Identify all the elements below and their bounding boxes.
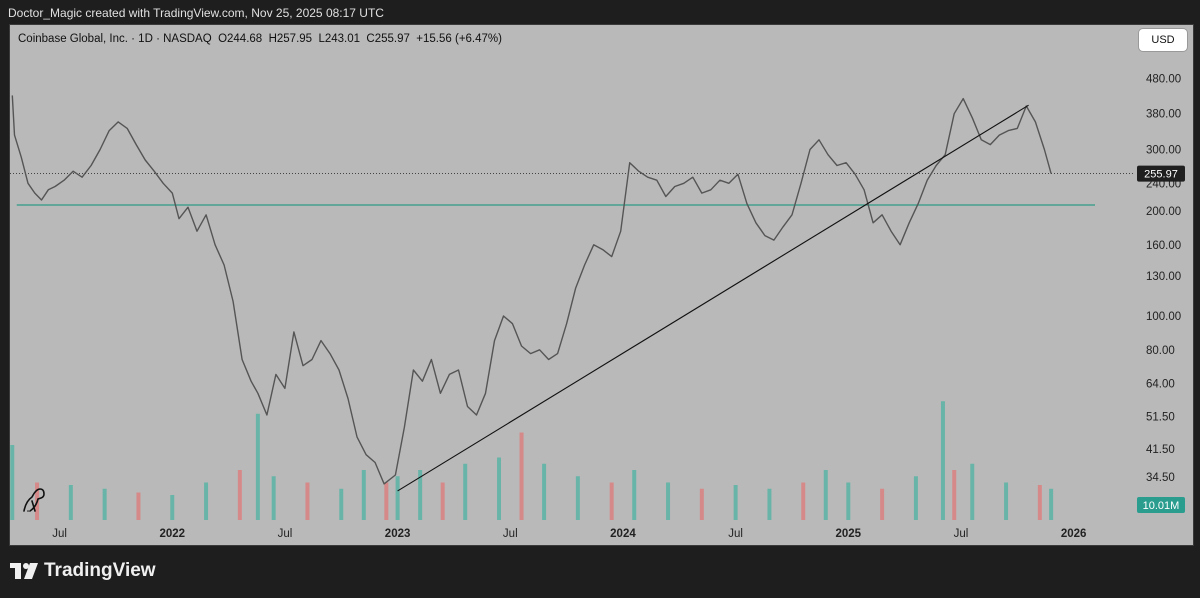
replay-dinosaur-icon[interactable]: [23, 488, 45, 512]
volume-bar: [632, 470, 637, 520]
volume-badge-label: 10.01M: [1143, 500, 1180, 512]
volume-bar: [384, 482, 389, 520]
volume-bars: [10, 401, 1054, 520]
price-badge-label: 255.97: [1144, 169, 1178, 181]
volume-bar: [542, 463, 547, 520]
y-tick-label: 200.00: [1146, 206, 1181, 218]
x-tick-label: Jul: [52, 528, 67, 540]
volume-bar: [609, 482, 614, 520]
volume-bar: [463, 463, 468, 520]
volume-bar: [846, 482, 851, 520]
volume-bar: [136, 492, 141, 520]
high-value: H257.95: [268, 33, 313, 45]
volume-bar: [913, 476, 918, 520]
y-tick-label: 100.00: [1146, 311, 1181, 323]
y-tick-label: 51.50: [1146, 411, 1175, 423]
y-tick-label: 34.50: [1146, 472, 1175, 484]
volume-bar: [880, 488, 885, 520]
volume-bar: [255, 413, 260, 520]
symbol-legend: Coinbase Global, Inc. · 1D · NASDAQ O244…: [18, 33, 502, 45]
x-tick-label: 2023: [385, 528, 411, 540]
tradingview-footer: TradingView: [10, 560, 156, 582]
volume-bar: [170, 495, 175, 520]
attribution-header: Doctor_Magic created with TradingView.co…: [8, 6, 384, 20]
volume-bar: [1049, 488, 1054, 520]
volume-bar: [237, 470, 242, 520]
x-tick-label: Jul: [503, 528, 518, 540]
volume-bar: [519, 432, 524, 520]
volume-bar: [204, 482, 209, 520]
x-tick-label: 2025: [836, 528, 862, 540]
symbol-name: Coinbase Global, Inc. · 1D · NASDAQ: [18, 33, 212, 45]
volume-bar: [339, 488, 344, 520]
volume-bar: [699, 488, 704, 520]
y-tick-label: 64.00: [1146, 379, 1175, 391]
volume-bar: [68, 485, 73, 520]
price-badge-box: [1137, 165, 1185, 182]
y-tick-label: 300.00: [1146, 145, 1181, 157]
volume-bar: [970, 463, 975, 520]
price-line: [11, 95, 1052, 485]
volume-bar: [940, 401, 945, 520]
low-value: L243.01: [318, 33, 361, 45]
volume-bar: [666, 482, 671, 520]
volume-bar: [271, 476, 276, 520]
x-tick-label: Jul: [728, 528, 743, 540]
volume-bar: [733, 485, 738, 520]
volume-bar: [823, 470, 828, 520]
x-tick-label: 2022: [159, 528, 185, 540]
x-tick-label: Jul: [954, 528, 969, 540]
volume-bar: [767, 488, 772, 520]
trendline: [397, 104, 1029, 492]
volume-bar: [10, 445, 15, 520]
change-value: +15.56 (+6.47%): [416, 33, 502, 45]
open-value: O244.68: [218, 33, 263, 45]
volume-bar: [801, 482, 806, 520]
y-tick-label: 130.00: [1146, 271, 1181, 283]
volume-bar: [305, 482, 310, 520]
y-tick-label: 480.00: [1146, 73, 1181, 85]
y-tick-label: 160.00: [1146, 240, 1181, 252]
close-value: C255.97: [366, 33, 410, 45]
volume-bar: [440, 482, 445, 520]
tradingview-logo-icon: [10, 563, 38, 579]
volume-bar: [418, 470, 423, 520]
y-tick-label: 380.00: [1146, 109, 1181, 121]
volume-badge-box: [1137, 497, 1185, 513]
x-tick-label: Jul: [278, 528, 293, 540]
volume-bar: [395, 476, 400, 520]
volume-bar: [575, 476, 580, 520]
volume-bar: [1004, 482, 1009, 520]
volume-bar: [361, 470, 366, 520]
volume-bar: [952, 470, 957, 520]
volume-bar: [1037, 485, 1042, 520]
volume-bar: [497, 457, 502, 520]
tradingview-brand: TradingView: [44, 560, 156, 581]
y-tick-label: 80.00: [1146, 345, 1175, 357]
volume-bar: [102, 488, 107, 520]
x-tick-label: 2026: [1061, 528, 1087, 540]
currency-button[interactable]: USD: [1139, 29, 1187, 51]
x-tick-label: 2024: [610, 528, 636, 540]
chart-panel[interactable]: Coinbase Global, Inc. · 1D · NASDAQ O244…: [9, 24, 1194, 546]
price-chart[interactable]: 480.00380.00300.00240.00200.00160.00130.…: [10, 25, 1193, 545]
y-tick-label: 41.50: [1146, 444, 1175, 456]
